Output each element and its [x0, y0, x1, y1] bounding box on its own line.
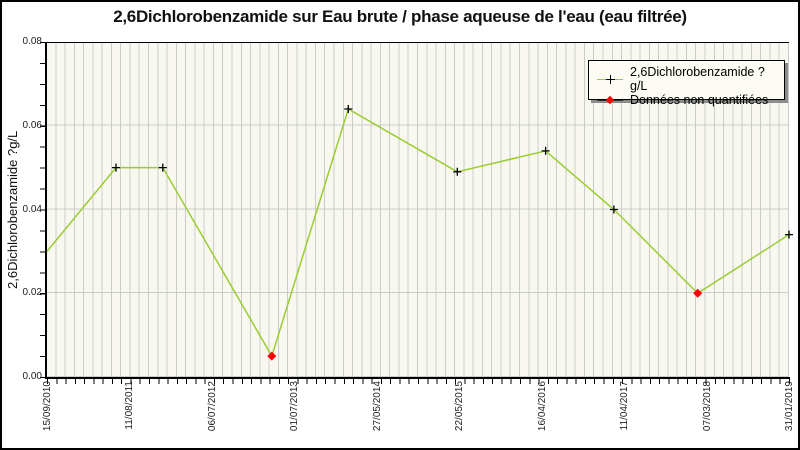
series-line-sample [597, 95, 623, 106]
chart-title: 2,6Dichlorobenzamide sur Eau brute / pha… [113, 7, 687, 26]
diamond-marker [693, 288, 703, 298]
x-tick-label: 16/04/2016 [536, 381, 548, 432]
x-axis-ticks [47, 379, 790, 384]
y-tick-label: 0.08 [22, 36, 42, 47]
legend: 2,6Dichlorobenzamide ?g/L Données non qu… [588, 60, 785, 107]
x-tick-label: 11/08/2011 [124, 381, 136, 430]
line-chart-svg [46, 105, 793, 361]
plus-marker [785, 230, 793, 239]
legend-item-label: 2,6Dichlorobenzamide ?g/L [630, 65, 765, 93]
y-axis-ticks [40, 42, 45, 378]
x-tick-label: 06/07/2012 [206, 381, 218, 432]
x-tick-label: 07/03/2018 [701, 381, 713, 432]
plus-marker [112, 163, 120, 172]
diamond-marker-icon [605, 95, 615, 105]
x-tick-label: 11/04/2017 [619, 381, 631, 431]
plus-marker [158, 163, 167, 172]
plus-marker [453, 167, 462, 176]
y-tick-label: 0.02 [22, 287, 42, 299]
x-axis-line [45, 377, 790, 379]
series-line-sample [597, 74, 623, 85]
legend-item: Données non quantifiées [597, 93, 778, 107]
plus-marker [541, 146, 550, 155]
x-tick-label: 27/05/2014 [371, 381, 383, 432]
x-tick-label: 15/09/2010 [42, 381, 53, 432]
y-tick-label: 0.04 [22, 203, 42, 215]
legend-item: 2,6Dichlorobenzamide ?g/L [597, 65, 778, 93]
plus-marker [609, 205, 618, 214]
plus-marker-icon [606, 74, 615, 84]
diamond-marker [267, 351, 277, 361]
legend-item-label: Données non quantifiées [630, 93, 769, 107]
y-tick-label: 0.00 [22, 371, 42, 382]
plot-top-border [47, 42, 789, 43]
y-axis-line [45, 42, 47, 378]
x-tick-label: 22/05/2015 [454, 381, 466, 432]
x-tick-label: 01/07/2013 [289, 381, 301, 432]
y-tick-label: 0.06 [22, 119, 42, 131]
plus-marker [344, 105, 353, 113]
series-line [46, 107, 790, 358]
x-tick-label: 31/01/2019 [784, 381, 795, 432]
